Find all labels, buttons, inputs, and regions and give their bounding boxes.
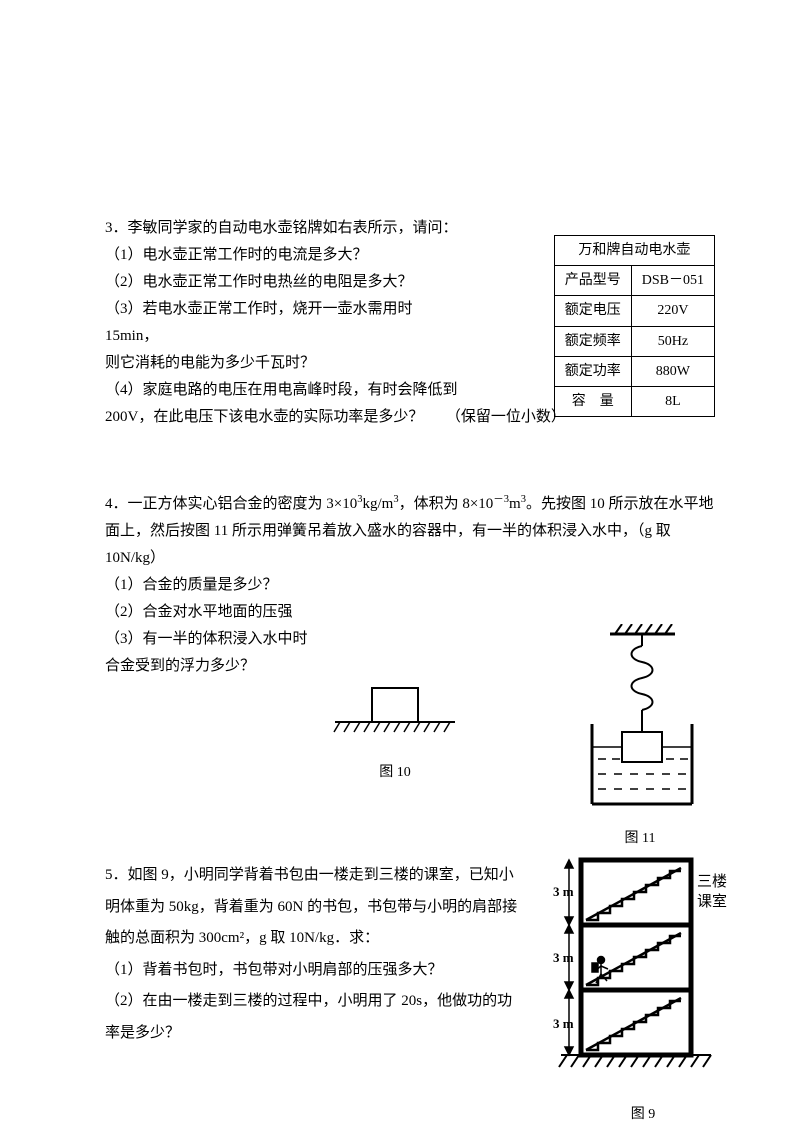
dim-label: 3 m [553, 884, 574, 899]
table-cell: 8L [631, 386, 714, 416]
q5-part-2: （2）在由一楼走到三楼的过程中，小明用了 20s，他做功的功率是多少？ [105, 986, 525, 1049]
q4-figures: 图 10 [105, 684, 725, 854]
q5-stem: 5．如图 9，小明同学背着书包由一楼走到三楼的课室，已知小明体重为 50kg，背… [105, 860, 525, 955]
table-cell: 额定功率 [554, 356, 631, 386]
table-cell: 额定电压 [554, 296, 631, 326]
figure-9-caption: 图 9 [553, 1102, 733, 1127]
table-cell: 220V [631, 296, 714, 326]
q3-stem: 3．李敏同学家的自动电水壶铭牌如右表所示，请问： [105, 215, 485, 242]
figure-11-caption: 图 11 [575, 826, 705, 851]
q3-part-3-line1: （3）若电水壶正常工作时，烧开一壶水需用时 [105, 296, 485, 323]
q4-part-1: （1）合金的质量是多少？ [105, 572, 725, 599]
exp-neg3: －3 [493, 494, 509, 505]
q4-text: kg/m [362, 496, 393, 512]
spring-container-icon [580, 624, 700, 814]
q4-part-2: （2）合金对水平地面的压强 [105, 599, 725, 626]
table-cell: 50Hz [631, 326, 714, 356]
table-row: 额定频率 50Hz [554, 326, 714, 356]
question-3: 3．李敏同学家的自动电水壶铭牌如右表所示，请问： （1）电水壶正常工作时的电流是… [105, 215, 725, 431]
q5-part-1: （1）背着书包时，书包带对小明肩部的压强多大？ [105, 955, 525, 987]
dim-label: 3 m [553, 1016, 574, 1031]
q4-text: 4．一正方体实心铝合金的密度为 3×10 [105, 496, 357, 512]
table-row: 额定功率 880W [554, 356, 714, 386]
table-row: 容 量 8L [554, 386, 714, 416]
table-cell: 容 量 [554, 386, 631, 416]
q4-stem: 4．一正方体实心铝合金的密度为 3×103kg/m3，体积为 8×10－3m3。… [105, 491, 725, 572]
q3-part-2: （2）电水壶正常工作时电热丝的电阻是多大？ [105, 269, 485, 296]
cube-on-ground-icon [330, 678, 460, 748]
room-label: 课室 [697, 893, 727, 910]
figure-10-caption: 图 10 [325, 760, 465, 785]
table-row: 额定电压 220V [554, 296, 714, 326]
table-cell: 额定频率 [554, 326, 631, 356]
figure-10: 图 10 [325, 678, 465, 785]
figure-11: 图 11 [575, 624, 705, 851]
q4-text: m [509, 496, 521, 512]
table-cell: DSB－051 [631, 266, 714, 296]
nameplate-table: 万和牌自动电水壶 产品型号 DSB－051 额定电压 220V 额定频率 50H… [554, 235, 715, 417]
question-4: 4．一正方体实心铝合金的密度为 3×103kg/m3，体积为 8×10－3m3。… [105, 491, 725, 854]
table-title: 万和牌自动电水壶 [554, 236, 714, 266]
q3-part-1: （1）电水壶正常工作时的电流是多大？ [105, 242, 485, 269]
q3-text: 3．李敏同学家的自动电水壶铭牌如右表所示，请问： （1）电水壶正常工作时的电流是… [105, 215, 485, 323]
q5-text: 5．如图 9，小明同学背着书包由一楼走到三楼的课室，已知小明体重为 50kg，背… [105, 860, 525, 1049]
table-row: 产品型号 DSB－051 [554, 266, 714, 296]
room-label: 三楼 [697, 873, 727, 890]
q4-text: ，体积为 8×10 [399, 496, 494, 512]
figure-9: 3 m 3 m 3 m 三楼 课室 图 9 [553, 850, 733, 1127]
table-cell: 880W [631, 356, 714, 386]
question-5: 5．如图 9，小明同学背着书包由一楼走到三楼的课室，已知小明体重为 50kg，背… [105, 860, 725, 1049]
dim-label: 3 m [553, 950, 574, 965]
stairs-building-icon: 3 m 3 m 3 m 三楼 课室 [553, 850, 733, 1090]
table-cell: 产品型号 [554, 266, 631, 296]
